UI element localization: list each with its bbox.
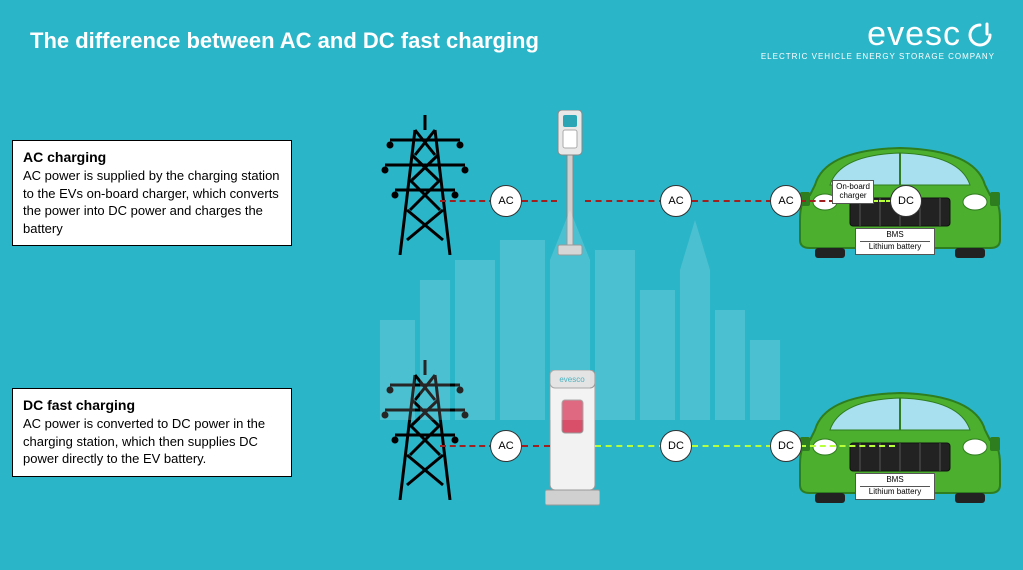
dc-info-box: DC fast charging AC power is converted t…	[12, 388, 292, 477]
power-node-dc: DC	[770, 430, 802, 462]
onboard-charger-label: On-board charger	[832, 180, 874, 204]
flow-line	[800, 445, 895, 447]
power-node-ac: AC	[490, 185, 522, 217]
skyline-decoration	[380, 200, 780, 420]
brand-logo: evesc ELECTRIC VEHICLE ENERGY STORAGE CO…	[761, 15, 995, 61]
flow-line	[522, 200, 557, 202]
power-node-dc: DC	[660, 430, 692, 462]
logo-wordmark: evesc	[761, 15, 995, 54]
power-node-ac: AC	[660, 185, 692, 217]
power-node-ac: AC	[770, 185, 802, 217]
flow-line	[585, 200, 665, 202]
power-node-dc: DC	[890, 185, 922, 217]
ac-heading: AC charging	[23, 149, 281, 165]
battery-text: Lithium battery	[860, 488, 930, 497]
flow-line	[800, 200, 835, 202]
flow-line	[692, 200, 772, 202]
bms-text: BMS	[860, 231, 930, 242]
flow-line	[440, 445, 495, 447]
flow-line	[872, 200, 892, 202]
logo-tagline: ELECTRIC VEHICLE ENERGY STORAGE COMPANY	[761, 52, 995, 61]
ac-body: AC power is supplied by the charging sta…	[23, 167, 281, 237]
flow-line	[522, 445, 550, 447]
logo-text: evesc	[867, 15, 961, 54]
power-node-ac: AC	[490, 430, 522, 462]
power-icon	[965, 20, 995, 50]
dc-body: AC power is converted to DC power in the…	[23, 415, 281, 468]
bms-battery-label: BMS Lithium battery	[855, 473, 935, 500]
dc-heading: DC fast charging	[23, 397, 281, 413]
ac-info-box: AC charging AC power is supplied by the …	[12, 140, 292, 246]
bms-text: BMS	[860, 476, 930, 487]
flow-line	[692, 445, 772, 447]
bms-battery-label: BMS Lithium battery	[855, 228, 935, 255]
infographic-canvas: The difference between AC and DC fast ch…	[0, 0, 1023, 570]
flow-line	[440, 200, 495, 202]
flow-line	[595, 445, 665, 447]
battery-text: Lithium battery	[860, 243, 930, 252]
page-title: The difference between AC and DC fast ch…	[30, 28, 539, 54]
